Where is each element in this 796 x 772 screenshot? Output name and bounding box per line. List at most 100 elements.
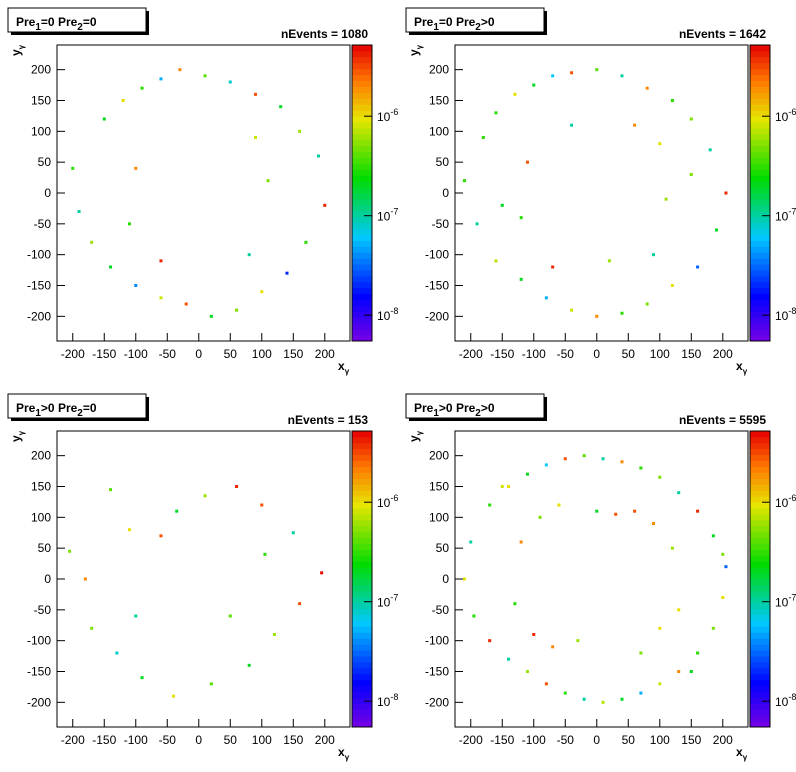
colorbar-step [352, 50, 372, 58]
x-tick-label: -200 [61, 347, 85, 361]
data-cell [469, 540, 473, 544]
colorbar-frame [351, 44, 373, 342]
colorbar-step [352, 127, 372, 135]
colorbar-step [750, 157, 770, 164]
data-cell [651, 522, 655, 525]
n-events-label: nEvents = 1080 [281, 27, 368, 41]
colorbar-step [750, 169, 770, 176]
data-cell [279, 105, 283, 109]
x-axis-label-sub: γ [345, 753, 350, 762]
y-tick-label: -200 [27, 309, 51, 323]
title-text: >0 Pre [41, 401, 78, 415]
data-cell [677, 491, 681, 495]
title-text: Pre [414, 15, 434, 29]
z-tick-label-exp: -6 [788, 493, 796, 503]
colorbar-step [750, 234, 770, 241]
x-tick-label: 150 [681, 733, 701, 747]
colorbar-step [750, 507, 770, 515]
y-tick-label: -100 [425, 248, 449, 262]
z-tick-label-base: 10 [377, 110, 391, 124]
data-cell [645, 302, 649, 306]
colorbar-step [750, 181, 770, 188]
data-cell [316, 154, 320, 158]
data-cell [614, 512, 618, 516]
colorbar-step [352, 216, 372, 224]
x-axis-label-sub: γ [743, 753, 748, 762]
colorbar-step [352, 608, 372, 616]
y-tick-label: 100 [429, 124, 449, 138]
y-tick-label: 200 [429, 63, 449, 77]
z-tick-label-exp: -8 [390, 692, 398, 702]
data-cell [557, 503, 561, 507]
z-tick-label-base: 10 [775, 496, 789, 510]
colorbar-step [352, 496, 372, 503]
x-tick-label: -50 [557, 347, 575, 361]
y-tick-label: 50 [38, 155, 52, 169]
z-tick-label-base: 10 [775, 110, 789, 124]
colorbar-step [750, 715, 770, 722]
data-cell [607, 259, 611, 263]
y-tick-label: 200 [31, 449, 51, 463]
x-tick-label: 50 [224, 347, 238, 361]
z-tick-label-exp: -8 [788, 692, 796, 702]
data-cell [658, 475, 662, 479]
colorbar-step [352, 709, 372, 716]
y-tick-label: -100 [425, 634, 449, 648]
x-tick-label: -50 [159, 347, 177, 361]
x-axis-label: xγ [338, 359, 350, 376]
title-text: Pre [16, 15, 36, 29]
y-tick-label: -50 [34, 217, 52, 231]
data-cell [689, 117, 693, 121]
data-cell [184, 302, 188, 306]
colorbar-step [750, 329, 770, 336]
colorbar-step [750, 317, 770, 324]
data-cell [532, 633, 536, 636]
y-tick-label: 100 [31, 510, 51, 524]
x-axis-label: xγ [338, 745, 350, 762]
colorbar-step [352, 198, 372, 206]
colorbar-step [750, 145, 770, 153]
data-cell [513, 92, 517, 96]
x-axis-label-main: x [338, 745, 345, 759]
data-cell [272, 633, 276, 636]
title-subscript: 1 [433, 22, 439, 33]
x-tick-label: -100 [522, 347, 546, 361]
colorbar-step [750, 579, 770, 586]
data-cell [595, 509, 599, 513]
data-cell [235, 485, 239, 488]
y-tick-label: 50 [436, 541, 450, 555]
data-cell [159, 534, 163, 538]
data-cell [519, 540, 523, 544]
data-cell [670, 546, 674, 550]
data-cell [203, 494, 207, 498]
colorbar-step [352, 269, 372, 277]
colorbar-step [352, 596, 372, 604]
data-cell [563, 691, 567, 695]
title-box [7, 7, 147, 33]
y-axis-label: yγ [9, 44, 26, 56]
data-cell [140, 676, 144, 680]
data-cell [247, 663, 251, 667]
data-cell [298, 129, 302, 133]
colorbar-step [750, 525, 770, 533]
data-cell [134, 166, 138, 170]
colorbar-step [750, 204, 770, 212]
colorbar-step [352, 74, 372, 82]
title-subscript: 1 [433, 408, 439, 419]
colorbar-step [750, 673, 770, 681]
data-cell [714, 228, 718, 232]
z-tick-label-exp: -6 [788, 107, 796, 117]
data-cell [620, 697, 624, 701]
plot-frame [56, 44, 351, 342]
colorbar-step [352, 45, 372, 52]
plot-frame [454, 44, 749, 342]
z-tick-label: 10-6 [775, 493, 796, 510]
z-tick-label-exp: -6 [390, 493, 398, 503]
x-tick-label: -200 [459, 347, 483, 361]
x-tick-label: 100 [650, 733, 670, 747]
y-axis-label-sub: γ [415, 430, 424, 435]
x-tick-label: 0 [593, 733, 600, 747]
y-tick-label: 0 [442, 186, 449, 200]
colorbar-step [750, 222, 770, 230]
colorbar-step [352, 537, 372, 544]
